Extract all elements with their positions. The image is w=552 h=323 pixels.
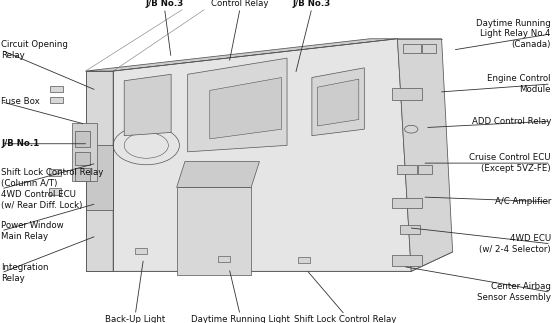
Text: Integration
Relay: Integration Relay xyxy=(1,263,49,283)
Polygon shape xyxy=(298,257,310,263)
Polygon shape xyxy=(49,169,61,176)
Polygon shape xyxy=(392,88,422,100)
Circle shape xyxy=(405,125,418,133)
Polygon shape xyxy=(75,152,90,165)
Polygon shape xyxy=(392,255,422,266)
Polygon shape xyxy=(400,225,420,234)
Polygon shape xyxy=(86,71,113,271)
Polygon shape xyxy=(312,68,364,136)
Polygon shape xyxy=(418,165,432,174)
Text: Daytime Running Light
Relay (Main) (Canada): Daytime Running Light Relay (Main) (Cana… xyxy=(190,315,290,323)
Polygon shape xyxy=(75,168,90,181)
Text: Auto Antenna
Control Relay: Auto Antenna Control Relay xyxy=(210,0,270,8)
Polygon shape xyxy=(50,86,63,92)
Text: Engine Control
Module: Engine Control Module xyxy=(487,74,551,94)
Text: Fuse Box: Fuse Box xyxy=(1,97,40,106)
Polygon shape xyxy=(135,248,147,254)
Text: Circuit Opening
Relay: Circuit Opening Relay xyxy=(1,40,68,60)
Polygon shape xyxy=(49,188,61,195)
Polygon shape xyxy=(177,162,259,187)
Polygon shape xyxy=(422,44,436,53)
Text: Shift Lock Control Relay
(Column A/T)
4WD Control ECU
(w/ Rear Diff. Lock): Shift Lock Control Relay (Column A/T) 4W… xyxy=(1,168,103,210)
Text: J/B No.3: J/B No.3 xyxy=(145,0,184,8)
Polygon shape xyxy=(86,145,113,210)
Text: Shift Lock Control Relay
(Floor A/T): Shift Lock Control Relay (Floor A/T) xyxy=(294,315,396,323)
Polygon shape xyxy=(392,198,422,208)
Text: Back-Up Light
Relay: Back-Up Light Relay xyxy=(105,315,166,323)
Text: Power Window
Main Relay: Power Window Main Relay xyxy=(1,221,63,241)
Polygon shape xyxy=(210,78,282,139)
Text: ADD Control Relay: ADD Control Relay xyxy=(471,117,551,126)
Polygon shape xyxy=(218,256,230,262)
Text: J/B No.3: J/B No.3 xyxy=(293,0,331,8)
Text: Daytime Running
Light Relay No.4
(Canada): Daytime Running Light Relay No.4 (Canada… xyxy=(476,19,551,49)
Polygon shape xyxy=(317,79,359,126)
Polygon shape xyxy=(177,187,251,275)
Polygon shape xyxy=(397,165,417,174)
Polygon shape xyxy=(124,74,171,136)
Polygon shape xyxy=(403,44,421,53)
Polygon shape xyxy=(397,39,453,271)
Polygon shape xyxy=(113,39,411,271)
Polygon shape xyxy=(188,58,287,152)
Text: Center Airbag
Sensor Assembly: Center Airbag Sensor Assembly xyxy=(477,282,551,302)
Polygon shape xyxy=(86,39,397,71)
Polygon shape xyxy=(72,123,97,181)
Text: Cruise Control ECU
(Except 5VZ-FE): Cruise Control ECU (Except 5VZ-FE) xyxy=(469,153,551,173)
Text: A/C Amplifier: A/C Amplifier xyxy=(495,197,551,206)
Polygon shape xyxy=(75,131,90,147)
Text: 4WD ECU
(w/ 2-4 Selector): 4WD ECU (w/ 2-4 Selector) xyxy=(479,234,551,254)
Polygon shape xyxy=(50,97,63,103)
Text: J/B No.1: J/B No.1 xyxy=(1,139,39,148)
